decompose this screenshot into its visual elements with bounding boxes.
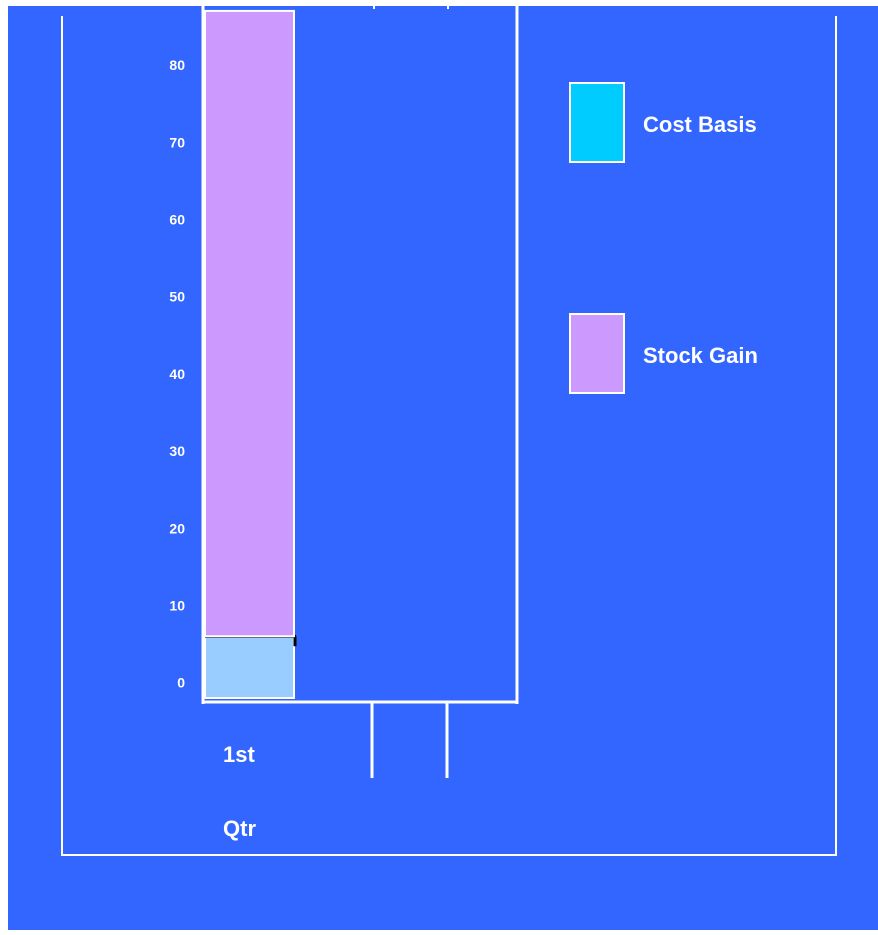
chart-frame xyxy=(61,6,837,856)
legend-label: Stock Gain xyxy=(643,343,758,368)
legend-swatch-cost-basis xyxy=(569,82,625,163)
y-tick-label: 10 xyxy=(169,598,185,614)
category-label: Qtr xyxy=(223,816,256,841)
y-axis-ticks: 0 10 20 30 40 50 60 70 80 xyxy=(169,57,185,691)
legend-label: Cost Basis xyxy=(643,112,757,137)
legend-swatch-stock-gain xyxy=(569,313,625,394)
legend: Cost Basis Stock Gain xyxy=(569,82,758,394)
chart-background xyxy=(8,6,878,930)
y-tick-label: 40 xyxy=(169,366,185,382)
y-tick-label: 50 xyxy=(169,289,185,305)
y-tick-label: 60 xyxy=(169,212,185,228)
bars xyxy=(204,9,297,699)
y-tick-label: 70 xyxy=(169,134,185,150)
category-label: 1st xyxy=(223,742,255,767)
x-axis-labels: 1st Qtr xyxy=(223,742,256,841)
bar-segment-cost-basis xyxy=(204,635,295,699)
y-tick-label: 30 xyxy=(169,443,185,459)
y-tick-label: 20 xyxy=(169,520,185,536)
bar-segment-stock-gain xyxy=(204,9,295,638)
y-tick-label: 80 xyxy=(169,57,185,73)
y-tick-label: 0 xyxy=(177,675,185,691)
